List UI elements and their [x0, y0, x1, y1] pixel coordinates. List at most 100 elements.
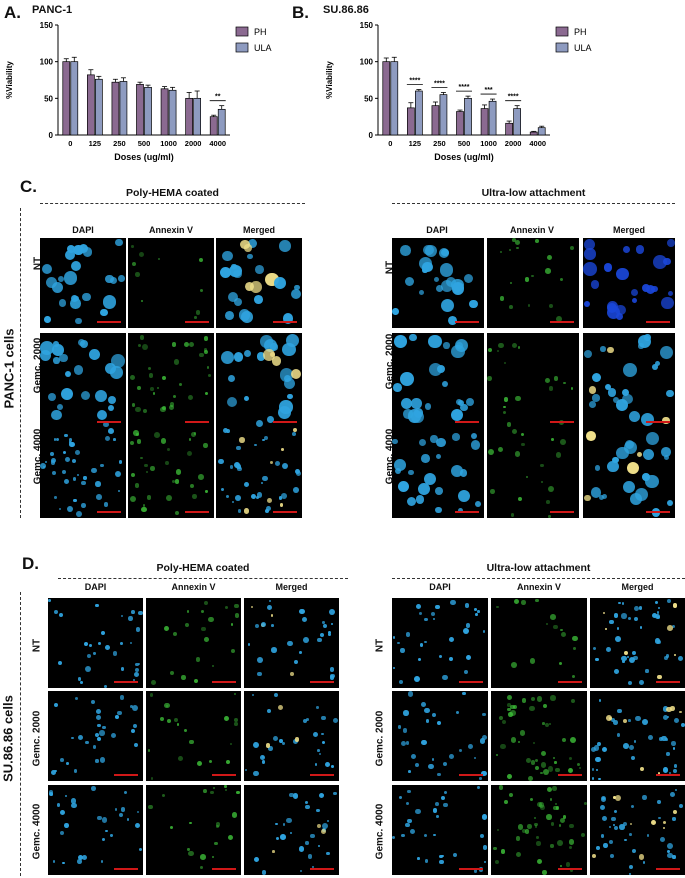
- cell-blob: [56, 802, 61, 807]
- cell-blob: [57, 660, 62, 665]
- cell-blob: [679, 804, 684, 809]
- cell-blob: [71, 294, 79, 302]
- cell-blob: [455, 711, 459, 715]
- cell-blob: [621, 389, 629, 397]
- cell-blob: [504, 800, 509, 805]
- cell-blob: [119, 695, 125, 700]
- cell-blob: [534, 822, 538, 827]
- cell-blob: [132, 723, 137, 728]
- cell-blob: [62, 861, 66, 865]
- cell-blob: [553, 805, 559, 811]
- cell-blob: [188, 341, 195, 348]
- cell-blob: [639, 766, 645, 772]
- cell-blob: [423, 834, 427, 838]
- scale-bar: [646, 321, 670, 323]
- cell-blob: [305, 841, 309, 845]
- cell-blob: [481, 770, 487, 777]
- cell-blob: [142, 409, 148, 414]
- cell-blob: [85, 665, 92, 672]
- bar-ula-500: [464, 97, 472, 136]
- cell-blob: [75, 450, 81, 456]
- cell-blob: [422, 261, 433, 273]
- cell-label-su-86-86: SU.86.86 cells: [0, 695, 16, 782]
- cell-blob: [398, 480, 410, 492]
- cell-blob: [212, 786, 215, 789]
- cell-blob: [495, 753, 498, 756]
- micrograph-merged: [216, 428, 302, 518]
- cell-blob: [77, 735, 83, 741]
- cell-blob: [540, 762, 546, 768]
- cell-blob: [95, 603, 99, 607]
- cell-blob: [515, 395, 522, 402]
- cell-blob: [516, 836, 521, 841]
- x-tick-label: 0: [68, 139, 72, 148]
- cell-blob: [203, 443, 208, 448]
- micrograph-merged: [216, 238, 302, 328]
- cell-blob: [316, 808, 320, 813]
- col-head-dapi: DAPI: [426, 225, 448, 235]
- cell-blob: [606, 646, 612, 652]
- cell-blob: [58, 508, 61, 511]
- cell-blob: [478, 776, 482, 780]
- cell-blob: [275, 837, 279, 841]
- cell-blob: [548, 304, 553, 308]
- cell-blob: [175, 510, 180, 515]
- cell-blob: [631, 848, 637, 854]
- cell-blob: [431, 758, 435, 761]
- cell-blob: [210, 790, 214, 795]
- cell-blob: [628, 657, 635, 664]
- cell-blob: [503, 410, 507, 414]
- cell-blob: [555, 452, 562, 458]
- cell-blob: [320, 828, 327, 835]
- cell-blob: [83, 476, 87, 480]
- cell-blob: [68, 441, 72, 444]
- cell-blob: [66, 506, 73, 513]
- cell-blob: [501, 719, 507, 725]
- cell-blob: [423, 244, 434, 256]
- cell-blob: [546, 814, 552, 820]
- cell-blob: [325, 762, 331, 768]
- cell-blob: [634, 605, 640, 611]
- legend-label-ula: ULA: [254, 43, 272, 53]
- cell-blob: [548, 722, 551, 726]
- cell-blob: [598, 699, 602, 703]
- cell-blob: [200, 610, 204, 614]
- cell-blob: [281, 493, 287, 500]
- cell-blob: [148, 367, 152, 371]
- col-head-merged: Merged: [242, 225, 275, 235]
- cell-blob: [104, 829, 108, 833]
- cell-blob: [102, 725, 107, 730]
- cell-blob: [328, 633, 331, 636]
- scale-bar: [550, 321, 574, 323]
- cell-blob: [43, 316, 51, 323]
- col-head-annexin: Annexin V: [171, 582, 216, 592]
- cell-blob: [631, 297, 638, 304]
- cell-blob: [58, 612, 63, 618]
- cell-blob: [168, 404, 175, 410]
- cell-blob: [273, 736, 279, 742]
- legend-label-ph: PH: [254, 27, 267, 37]
- cell-blob: [600, 346, 606, 352]
- cell-blob: [573, 647, 577, 650]
- cell-blob: [543, 703, 548, 708]
- cell-blob: [176, 469, 182, 475]
- cell-blob: [253, 856, 259, 862]
- cell-blob: [173, 395, 177, 399]
- cell-blob: [659, 345, 673, 359]
- cell-blob: [68, 437, 73, 442]
- cell-blob: [57, 404, 63, 411]
- cell-blob: [657, 674, 662, 680]
- cell-blob: [623, 245, 631, 253]
- cell-blob: [225, 605, 229, 609]
- cell-blob: [550, 798, 553, 801]
- scale-bar: [97, 421, 121, 423]
- scale-bar: [185, 321, 209, 323]
- cell-blob: [81, 503, 86, 508]
- cell-blob: [646, 432, 660, 446]
- cell-blob: [520, 432, 525, 437]
- cell-blob: [164, 702, 170, 708]
- micrograph-merged: [244, 691, 339, 781]
- cell-blob: [547, 765, 554, 772]
- cell-blob: [291, 288, 302, 299]
- cell-blob: [214, 842, 218, 846]
